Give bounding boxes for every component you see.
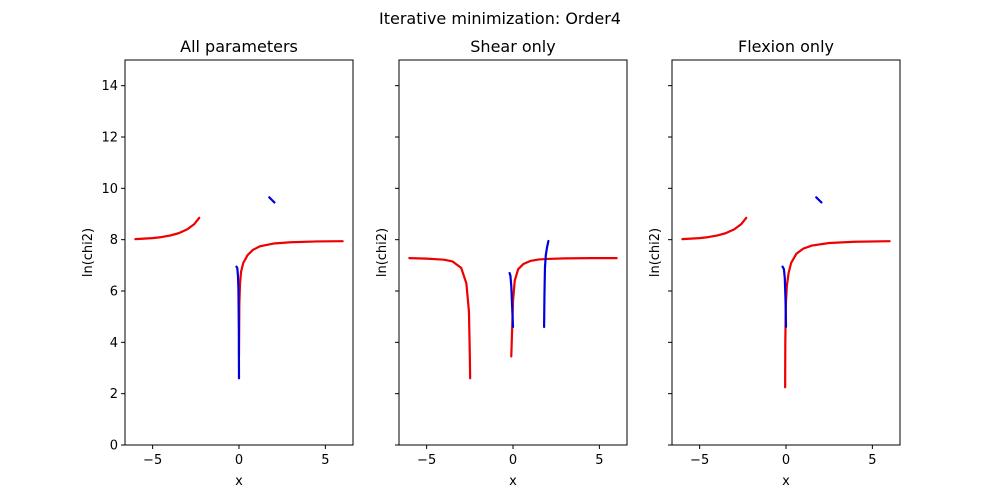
blue-series-line-3: [781, 265, 788, 329]
x-tick-label: −5: [690, 453, 709, 468]
x-tick-label: 0: [509, 453, 517, 468]
subplot-title: All parameters: [180, 37, 298, 56]
subplot-3: −5 0 5 Flexion only x ln(chi2): [648, 37, 901, 489]
y-tick-label: 0: [110, 439, 118, 454]
x-tick-label: 5: [868, 453, 876, 468]
blue-series-line-3: [235, 265, 241, 380]
x-tick-label: 5: [595, 453, 603, 468]
y-tick-label: 2: [110, 387, 118, 402]
subplot-2: −5 0 5 Shear only x ln(chi2): [375, 37, 628, 489]
x-axis-label: x: [509, 474, 517, 489]
series-group: [408, 239, 618, 380]
subplot-1: −5 0 5 0 2 4 6 8 10 12 14 All parameters x ln(chi2): [81, 37, 354, 489]
y-tick-label: 4: [110, 336, 118, 351]
y-tick-label: 10: [101, 182, 118, 197]
red-series-line-1: [681, 216, 748, 241]
y-axis-label: ln(chi2): [81, 228, 96, 277]
blue-series-line-4: [268, 196, 276, 204]
series-group: [681, 196, 891, 389]
x-axis-label: x: [782, 474, 790, 489]
blue-series-line-3: [508, 271, 515, 329]
blue-series-line-4: [542, 239, 550, 329]
red-series-line-2: [237, 240, 344, 357]
blue-series-line-4: [815, 196, 823, 204]
plot-area-frame: [124, 59, 354, 446]
y-tick-label: 14: [101, 79, 118, 94]
y-axis-label: ln(chi2): [375, 228, 390, 277]
x-axis-label: x: [235, 474, 243, 489]
y-tick-label: 6: [110, 285, 118, 300]
series-group: [134, 196, 344, 380]
red-series-line-1: [408, 257, 472, 380]
x-tick-label: 0: [235, 453, 243, 468]
plot-area-frame: [398, 59, 628, 446]
red-series-line-1: [134, 216, 201, 241]
x-tick-label: 0: [782, 453, 790, 468]
subplot-title: Flexion only: [738, 37, 834, 56]
y-axis-label: ln(chi2): [648, 228, 663, 277]
x-tick-label: −5: [417, 453, 436, 468]
y-tick-label: 12: [101, 131, 118, 146]
figure-title: Iterative minimization: Order4: [379, 9, 621, 28]
y-tick-label: 8: [110, 233, 118, 248]
x-tick-label: −5: [143, 453, 162, 468]
subplot-title: Shear only: [470, 37, 555, 56]
x-tick-label: 5: [321, 453, 329, 468]
